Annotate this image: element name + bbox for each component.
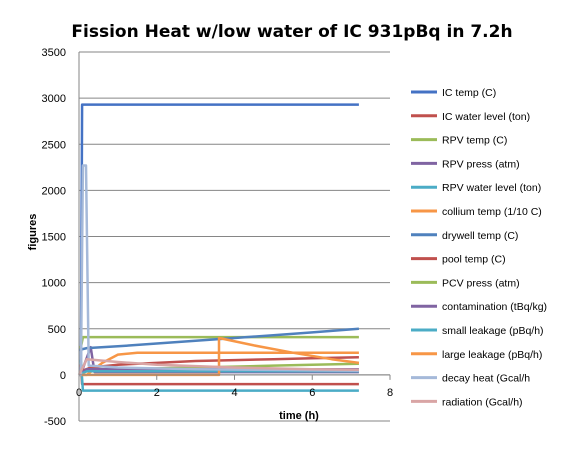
series-line [77, 357, 359, 376]
legend-entry: drywell temp (C) [442, 230, 518, 242]
legend-entry: RPV press (atm) [442, 158, 520, 170]
y-tick-label: 2000 [42, 185, 66, 197]
legend-entry: RPV water level (ton) [442, 182, 541, 194]
legend-entry: RPV temp (C) [442, 135, 507, 147]
series-line [79, 164, 359, 377]
y-tick-label: 1500 [42, 232, 66, 244]
legend-entry: IC water level (ton) [442, 111, 530, 123]
x-tick-label: 0 [76, 387, 82, 399]
y-tick-labels: -500 0 500 1000 1500 2000 2500 3000 3500 [42, 47, 66, 428]
legend-entry: large leakage (pBq/h) [442, 349, 542, 361]
y-tick-label: 3500 [42, 47, 66, 59]
y-tick-label: 1000 [42, 278, 66, 290]
y-tick-label: 3000 [42, 93, 66, 105]
y-tick-label: -500 [44, 416, 66, 428]
y-tick-label: 0 [60, 370, 66, 382]
chart-title: Fission Heat w/low water of IC 931pBq in… [71, 22, 512, 42]
y-tick-label: 500 [48, 324, 66, 336]
legend-entry: decay heat (Gcal/h [442, 373, 530, 385]
x-tick-label: 8 [387, 387, 393, 399]
series-line [78, 327, 359, 352]
series-group [77, 103, 360, 392]
x-tick-labels: 0 2 4 6 8 [76, 387, 393, 399]
legend-entry: PCV press (atm) [442, 277, 520, 289]
legend-entry: small leakage (pBq/h) [442, 325, 544, 337]
legend-entry: collium temp (1/10 C) [442, 206, 542, 218]
x-tick-label: 2 [154, 387, 160, 399]
x-tick-label: 4 [231, 387, 237, 399]
y-axis-label: figures [27, 214, 39, 251]
legend: IC temp (C) IC water level (ton) RPV temp … [411, 87, 547, 408]
legend-entry: IC temp (C) [442, 87, 496, 99]
x-tick-label: 6 [309, 387, 315, 399]
axes [78, 52, 391, 421]
y-tick-label: 2500 [42, 139, 66, 151]
legend-entry: pool temp (C) [442, 254, 506, 266]
x-axis-label: time (h) [279, 410, 319, 422]
legend-entry: radiation (Gcal/h) [442, 396, 523, 408]
series-line [79, 103, 359, 377]
legend-entry: contamination (tBq/kg) [442, 301, 547, 313]
